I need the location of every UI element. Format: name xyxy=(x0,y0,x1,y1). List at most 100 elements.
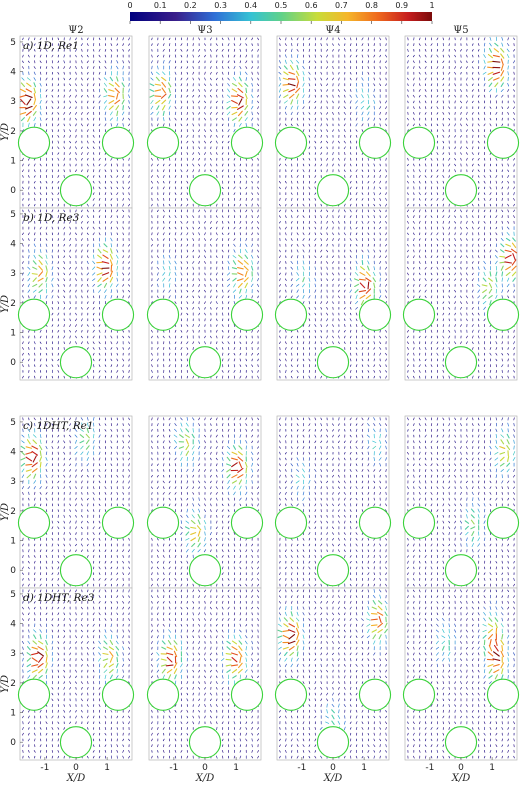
vector-arrow xyxy=(210,66,212,69)
vector-arrow xyxy=(204,272,206,276)
vector-arrow xyxy=(161,76,167,82)
vector-arrow xyxy=(86,341,89,345)
vector-arrow xyxy=(75,37,77,41)
vector-arrow xyxy=(81,226,83,230)
vector-arrow xyxy=(180,43,183,46)
vector-arrow xyxy=(454,135,456,138)
vector-arrow xyxy=(407,60,409,64)
vector-arrow xyxy=(162,289,165,293)
vector-arrow xyxy=(472,158,474,161)
vector-arrow xyxy=(238,76,242,82)
vector-arrow xyxy=(198,60,200,64)
vector-arrow xyxy=(97,283,102,288)
vector-arrow xyxy=(257,77,259,81)
cylinder xyxy=(188,346,222,379)
vector-arrow xyxy=(40,94,42,99)
vector-arrow xyxy=(116,220,118,224)
vector-arrow xyxy=(69,77,71,81)
vector-arrow xyxy=(198,89,200,92)
vector-arrow xyxy=(122,117,125,121)
vector-arrow xyxy=(500,70,505,77)
vector-arrow xyxy=(430,157,433,161)
vector-arrow xyxy=(430,175,433,178)
vector-arrow xyxy=(45,43,48,46)
vector-arrow xyxy=(33,341,36,345)
vector-arrow xyxy=(168,271,171,277)
vector-arrow xyxy=(81,48,83,52)
vector-arrow xyxy=(413,83,415,87)
vector-arrow xyxy=(314,181,317,184)
vector-arrow xyxy=(192,329,194,333)
vector-arrow xyxy=(204,232,206,236)
vector-arrow xyxy=(407,94,409,98)
vector-arrow xyxy=(233,163,236,167)
vector-arrow xyxy=(150,77,154,81)
vector-arrow xyxy=(122,198,124,201)
vector-arrow xyxy=(28,295,30,299)
vector-arrow xyxy=(361,117,364,122)
vector-arrow xyxy=(75,295,77,299)
vector-arrow xyxy=(296,111,299,115)
vector-arrow xyxy=(45,254,48,259)
vector-arrow xyxy=(209,112,212,115)
vector-arrow xyxy=(75,289,77,293)
vector-arrow xyxy=(69,266,71,270)
vector-arrow xyxy=(19,88,26,93)
vector-arrow xyxy=(478,186,480,190)
vector-arrow xyxy=(92,198,95,201)
vector-arrow xyxy=(81,221,83,224)
vector-arrow xyxy=(45,238,48,241)
vector-arrow xyxy=(320,318,322,322)
vector-arrow xyxy=(483,157,486,161)
vector-arrow xyxy=(86,307,89,310)
vector-arrow xyxy=(33,77,36,81)
vector-arrow xyxy=(162,123,165,127)
cylinder xyxy=(486,126,520,159)
vector-arrow xyxy=(477,49,480,52)
vector-arrow xyxy=(251,49,254,52)
vector-arrow xyxy=(343,140,346,144)
vector-arrow xyxy=(51,255,54,259)
vector-arrow xyxy=(442,192,444,196)
cylinder xyxy=(402,298,436,331)
vector-arrow xyxy=(238,116,243,122)
vector-arrow xyxy=(75,232,77,236)
vector-arrow xyxy=(290,123,293,127)
vector-arrow xyxy=(122,375,125,379)
vector-arrow xyxy=(87,117,89,121)
vector-arrow xyxy=(314,175,317,178)
vector-arrow xyxy=(74,112,78,115)
vector-arrow xyxy=(34,375,36,379)
vector-arrow xyxy=(204,100,206,104)
vector-arrow xyxy=(92,312,95,316)
vector-arrow xyxy=(192,346,194,350)
vector-arrow xyxy=(104,329,107,333)
vector-arrow xyxy=(69,140,71,144)
vector-arrow xyxy=(75,66,77,70)
vector-arrow xyxy=(51,307,54,310)
vector-arrow xyxy=(39,111,42,116)
vector-arrow xyxy=(157,417,159,421)
vector-arrow xyxy=(430,54,433,58)
vector-arrow xyxy=(204,283,206,287)
vector-arrow xyxy=(448,163,451,167)
vector-arrow xyxy=(192,215,195,218)
vector-arrow xyxy=(418,43,421,46)
vector-arrow xyxy=(291,48,293,52)
vector-arrow xyxy=(116,341,119,345)
vector-arrow xyxy=(367,281,370,290)
vector-arrow xyxy=(349,111,352,115)
vector-arrow xyxy=(413,100,415,104)
vector-arrow xyxy=(110,192,113,195)
vector-arrow xyxy=(103,100,108,104)
vector-arrow xyxy=(360,105,365,110)
vector-arrow xyxy=(33,43,36,46)
vector-arrow xyxy=(116,186,119,190)
vector-arrow xyxy=(174,238,177,241)
vector-arrow xyxy=(244,93,248,100)
vector-arrow xyxy=(198,100,201,104)
vector-arrow xyxy=(198,295,200,299)
vector-arrow xyxy=(239,197,242,201)
vector-arrow xyxy=(413,112,415,115)
vector-arrow xyxy=(174,301,177,304)
